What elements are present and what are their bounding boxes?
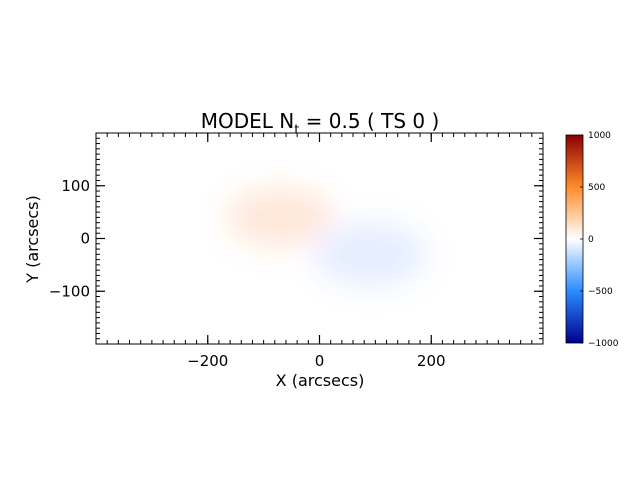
colorbar-tick-label: 500 bbox=[588, 183, 605, 193]
colorbar: 1000 500 0 −500 −1000 bbox=[565, 131, 619, 349]
y-tick-label: 100 bbox=[61, 177, 90, 195]
colorbar-tick-label: 1000 bbox=[588, 131, 611, 141]
chart-title: MODEL Nt = 0.5 ( TS 0 ) bbox=[201, 109, 440, 138]
colorbar-tick-label: 0 bbox=[588, 235, 594, 245]
heatmap-plot: −200 0 200 −100 0 100 bbox=[49, 132, 544, 370]
y-tick-label: 0 bbox=[80, 230, 90, 248]
heatmap-features bbox=[227, 188, 426, 286]
colorbar-tick-label: −1000 bbox=[588, 339, 619, 349]
y-axis: −100 0 100 bbox=[49, 177, 543, 300]
y-tick-label: −100 bbox=[49, 282, 90, 300]
positive-blob bbox=[227, 188, 334, 247]
colorbar-tick-label: −500 bbox=[588, 287, 613, 297]
y-axis-label: Y (arcsecs) bbox=[23, 195, 42, 283]
x-tick-label: 200 bbox=[417, 352, 446, 370]
colorbar-ticks: 1000 500 0 −500 −1000 bbox=[580, 131, 619, 349]
plot-background bbox=[96, 133, 543, 344]
minor-ticks bbox=[95, 132, 544, 345]
negative-blob bbox=[313, 222, 426, 286]
x-tick-label: 0 bbox=[315, 352, 325, 370]
chart-title-subscript: t bbox=[294, 123, 299, 138]
x-axis-label: X (arcsecs) bbox=[276, 371, 365, 390]
x-tick-label: −200 bbox=[187, 352, 228, 370]
x-axis: −200 0 200 bbox=[187, 133, 446, 370]
